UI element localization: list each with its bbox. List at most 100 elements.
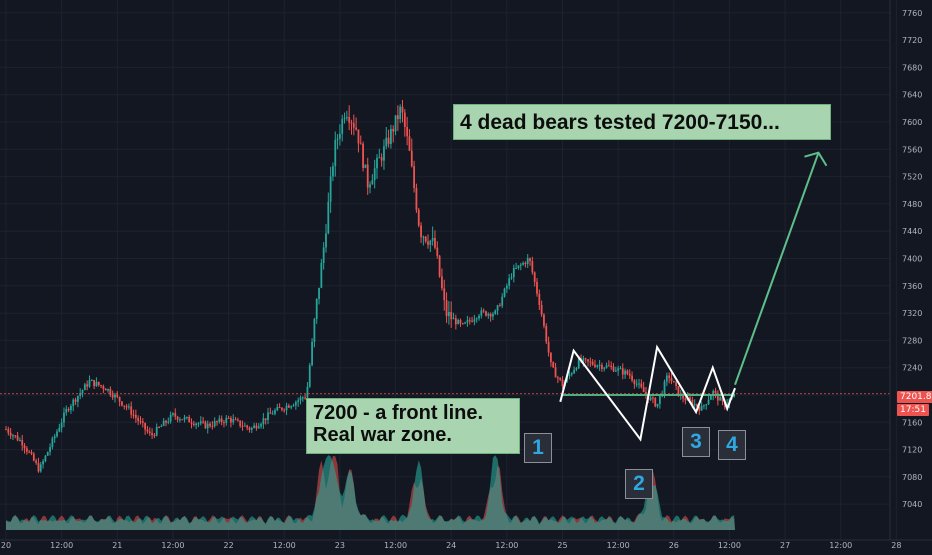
candle-body bbox=[554, 367, 557, 378]
zone-annotation[interactable]: 7200 - a front line. Real war zone. bbox=[306, 398, 520, 454]
tag-4[interactable]: 4 bbox=[718, 430, 746, 460]
candle-body bbox=[88, 380, 91, 387]
candle-body bbox=[153, 435, 156, 437]
candle-body bbox=[51, 438, 54, 448]
candle-body bbox=[301, 397, 304, 399]
candle-body bbox=[345, 117, 348, 119]
tag-1[interactable]: 1 bbox=[524, 433, 552, 463]
price-tick-label: 7440 bbox=[902, 227, 922, 236]
candle-body bbox=[663, 381, 666, 395]
candle-body bbox=[195, 423, 198, 426]
candle-body bbox=[49, 447, 51, 452]
candle-body bbox=[250, 427, 253, 430]
time-tick-label: 28 bbox=[891, 541, 901, 550]
candle-body bbox=[148, 431, 151, 434]
candle-body bbox=[619, 368, 622, 370]
candle-body bbox=[243, 425, 246, 427]
candle-body bbox=[271, 413, 274, 415]
candle-body bbox=[79, 393, 82, 396]
candle-body bbox=[696, 404, 698, 407]
candle-body bbox=[464, 322, 467, 324]
candle-body bbox=[417, 209, 420, 226]
candle-body bbox=[72, 399, 75, 407]
current-price-badge: 7201.81 bbox=[897, 391, 932, 403]
candle-body bbox=[482, 310, 485, 312]
price-axis[interactable]: 7760 7720 7680 7640 7600 7560 7520 7480 7440 7400… bbox=[889, 0, 922, 540]
candle-body bbox=[352, 123, 355, 128]
candle-body bbox=[315, 298, 318, 320]
candle-body bbox=[5, 429, 7, 431]
candle-body bbox=[510, 277, 513, 279]
candle-body bbox=[524, 262, 527, 264]
price-tick-label: 7640 bbox=[902, 91, 922, 100]
candle-body bbox=[438, 255, 441, 277]
candle-body bbox=[390, 128, 392, 144]
candle-body bbox=[165, 420, 167, 423]
candle-body bbox=[44, 455, 47, 462]
candle-body bbox=[415, 187, 418, 210]
candle-body bbox=[392, 128, 395, 132]
candle-body bbox=[359, 143, 362, 145]
price-tick-label: 7040 bbox=[902, 500, 922, 509]
candle-body bbox=[640, 383, 643, 388]
candle-body bbox=[197, 423, 200, 425]
candle-body bbox=[260, 424, 262, 427]
candle-body bbox=[46, 451, 49, 456]
candle-body bbox=[269, 412, 272, 414]
price-tick-label: 7120 bbox=[902, 446, 922, 455]
title-annotation[interactable]: 4 dead bears tested 7200-7150... bbox=[453, 104, 831, 140]
candle-body bbox=[387, 137, 390, 144]
projection-arrow-shaft bbox=[734, 152, 820, 386]
time-tick-label: 12:00 bbox=[718, 541, 741, 550]
candle-body bbox=[181, 419, 184, 421]
candle-body bbox=[726, 403, 729, 407]
candle-body bbox=[656, 403, 659, 407]
candle-body bbox=[211, 426, 214, 428]
candle-body bbox=[436, 247, 439, 256]
candle-body bbox=[716, 392, 719, 401]
candle-body bbox=[378, 157, 381, 159]
price-tick-label: 7720 bbox=[902, 36, 922, 45]
candle-body bbox=[239, 420, 242, 426]
candle-body bbox=[9, 432, 12, 436]
candle-body bbox=[253, 425, 256, 428]
candle-body bbox=[160, 425, 163, 428]
grid-lines bbox=[0, 0, 897, 540]
candle-body bbox=[649, 397, 652, 401]
candle-body bbox=[327, 201, 330, 234]
candle-body bbox=[53, 436, 56, 439]
candle-body bbox=[230, 418, 232, 423]
candle-body bbox=[28, 451, 31, 453]
time-tick-label: 26 bbox=[669, 541, 679, 550]
candle-body bbox=[93, 380, 96, 387]
candle-body bbox=[635, 383, 638, 385]
time-tick-label: 12:00 bbox=[829, 541, 852, 550]
candle-body bbox=[213, 421, 216, 427]
time-axis[interactable]: 20 12:00 21 12:00 22 12:00 23 12:00 24 12:00 25 12:… bbox=[0, 539, 932, 550]
candle-body bbox=[429, 240, 432, 245]
candle-body bbox=[290, 406, 293, 408]
candle-body bbox=[12, 435, 14, 437]
candle-body bbox=[614, 370, 617, 372]
candle-body bbox=[176, 416, 179, 420]
candle-body bbox=[334, 139, 337, 167]
tag-2[interactable]: 2 bbox=[625, 469, 653, 499]
candle-body bbox=[225, 417, 228, 423]
candle-body bbox=[587, 359, 589, 362]
candle-body bbox=[183, 417, 186, 420]
candle-body bbox=[492, 314, 494, 317]
candle-body bbox=[707, 399, 710, 405]
time-tick-label: 12:00 bbox=[495, 541, 518, 550]
candle-body bbox=[287, 405, 290, 408]
candle-body bbox=[403, 112, 406, 127]
candle-body bbox=[248, 427, 251, 430]
candle-body bbox=[257, 426, 260, 429]
candle-body bbox=[162, 420, 165, 426]
candle-body bbox=[508, 278, 511, 286]
candle-body bbox=[102, 386, 105, 389]
tag-3[interactable]: 3 bbox=[682, 427, 710, 457]
candle-body bbox=[505, 285, 508, 289]
candle-body bbox=[517, 265, 520, 268]
